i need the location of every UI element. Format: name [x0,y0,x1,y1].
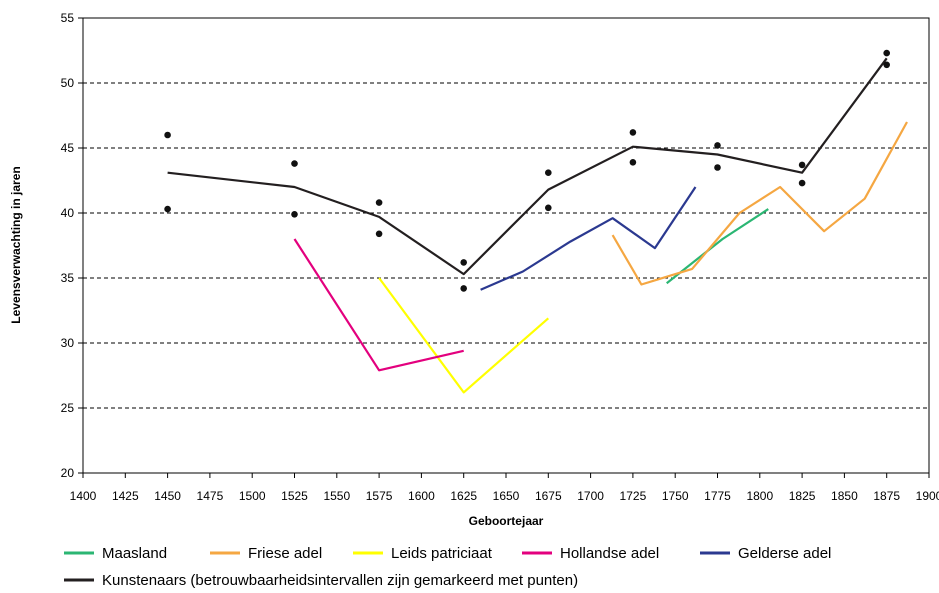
series-line-gelderse [480,186,697,291]
x-tick-label: 1825 [789,489,816,503]
legend-item-maasland: Maasland [64,545,167,562]
y-axis-title: Levensverwachting in jaren [9,166,23,323]
x-tick-label: 1600 [408,489,435,503]
confidence-point [291,160,298,167]
confidence-point [460,285,468,292]
legend-item-kunstenaars: Kunstenaars (betrouwbaarheidsintervallen… [64,572,578,589]
legend-item-gelderse: Gelderse adel [700,545,831,562]
confidence-point [460,259,468,266]
x-tick-label: 1725 [620,489,647,503]
y-tick-label: 30 [61,336,75,350]
legend-item-friese: Friese adel [210,545,322,562]
x-tick-label: 1475 [197,489,224,503]
x-tick-label: 1875 [873,489,900,503]
confidence-point [714,142,721,149]
confidence-point [164,131,171,139]
x-axis-title: Geboortejaar [469,514,544,528]
x-tick-label: 1900 [916,489,939,503]
series-line-friese [611,121,908,286]
confidence-points [164,49,890,292]
y-tick-label: 35 [61,271,75,285]
confidence-point [164,205,171,213]
y-axis-ticks: 20 25 30 35 40 45 50 55 [61,11,83,480]
x-tick-label: 1750 [662,489,689,503]
legend-label: Gelderse adel [738,545,831,562]
confidence-point [629,129,637,136]
x-axis-ticks: 1400 1425 1450 1475 1500 1525 1550 1575 1600 1625… [70,473,939,503]
x-tick-label: 1525 [281,489,308,503]
legend-label: Leids patriciaat [391,545,493,562]
y-tick-label: 50 [61,76,75,90]
confidence-point [714,164,721,171]
x-tick-label: 1550 [323,489,350,503]
x-tick-label: 1650 [493,489,520,503]
series-line-maasland [666,208,769,285]
series-line-hollandse [293,238,464,372]
confidence-point [798,161,806,169]
x-tick-label: 1700 [577,489,604,503]
confidence-point [798,179,806,187]
x-tick-label: 1575 [366,489,393,503]
legend-label: Hollandse adel [560,545,659,562]
confidence-point [375,199,383,206]
legend-label: Maasland [102,545,167,562]
x-tick-label: 1800 [746,489,773,503]
gridlines [83,82,929,409]
confidence-point [883,61,890,69]
series-line-leids [378,277,550,394]
x-tick-label: 1850 [831,489,858,503]
x-tick-label: 1675 [535,489,562,503]
confidence-point [375,230,383,238]
legend-label: Friese adel [248,545,322,562]
y-tick-label: 20 [61,466,75,480]
x-tick-label: 1425 [112,489,139,503]
confidence-point [883,49,890,57]
confidence-point [545,169,552,176]
x-tick-label: 1500 [239,489,266,503]
y-tick-label: 55 [61,11,75,25]
x-tick-label: 1450 [154,489,181,503]
confidence-point [291,211,298,218]
x-tick-label: 1775 [704,489,731,503]
x-tick-label: 1400 [70,489,97,503]
x-tick-label: 1625 [450,489,477,503]
y-tick-label: 25 [61,401,75,415]
legend-label: Kunstenaars (betrouwbaarheidsintervallen… [102,572,578,589]
series-lines [167,57,908,394]
series-line-kunstenaars [167,57,888,276]
y-tick-label: 45 [61,141,75,155]
legend-item-hollandse: Hollandse adel [522,545,659,562]
legend: Maasland Friese adel Leids patriciaat Holla… [64,545,831,589]
legend-item-leids: Leids patriciaat [353,545,493,562]
y-tick-label: 40 [61,206,75,220]
plot-area-frame [82,17,930,474]
confidence-point [629,159,637,166]
confidence-point [545,204,552,212]
